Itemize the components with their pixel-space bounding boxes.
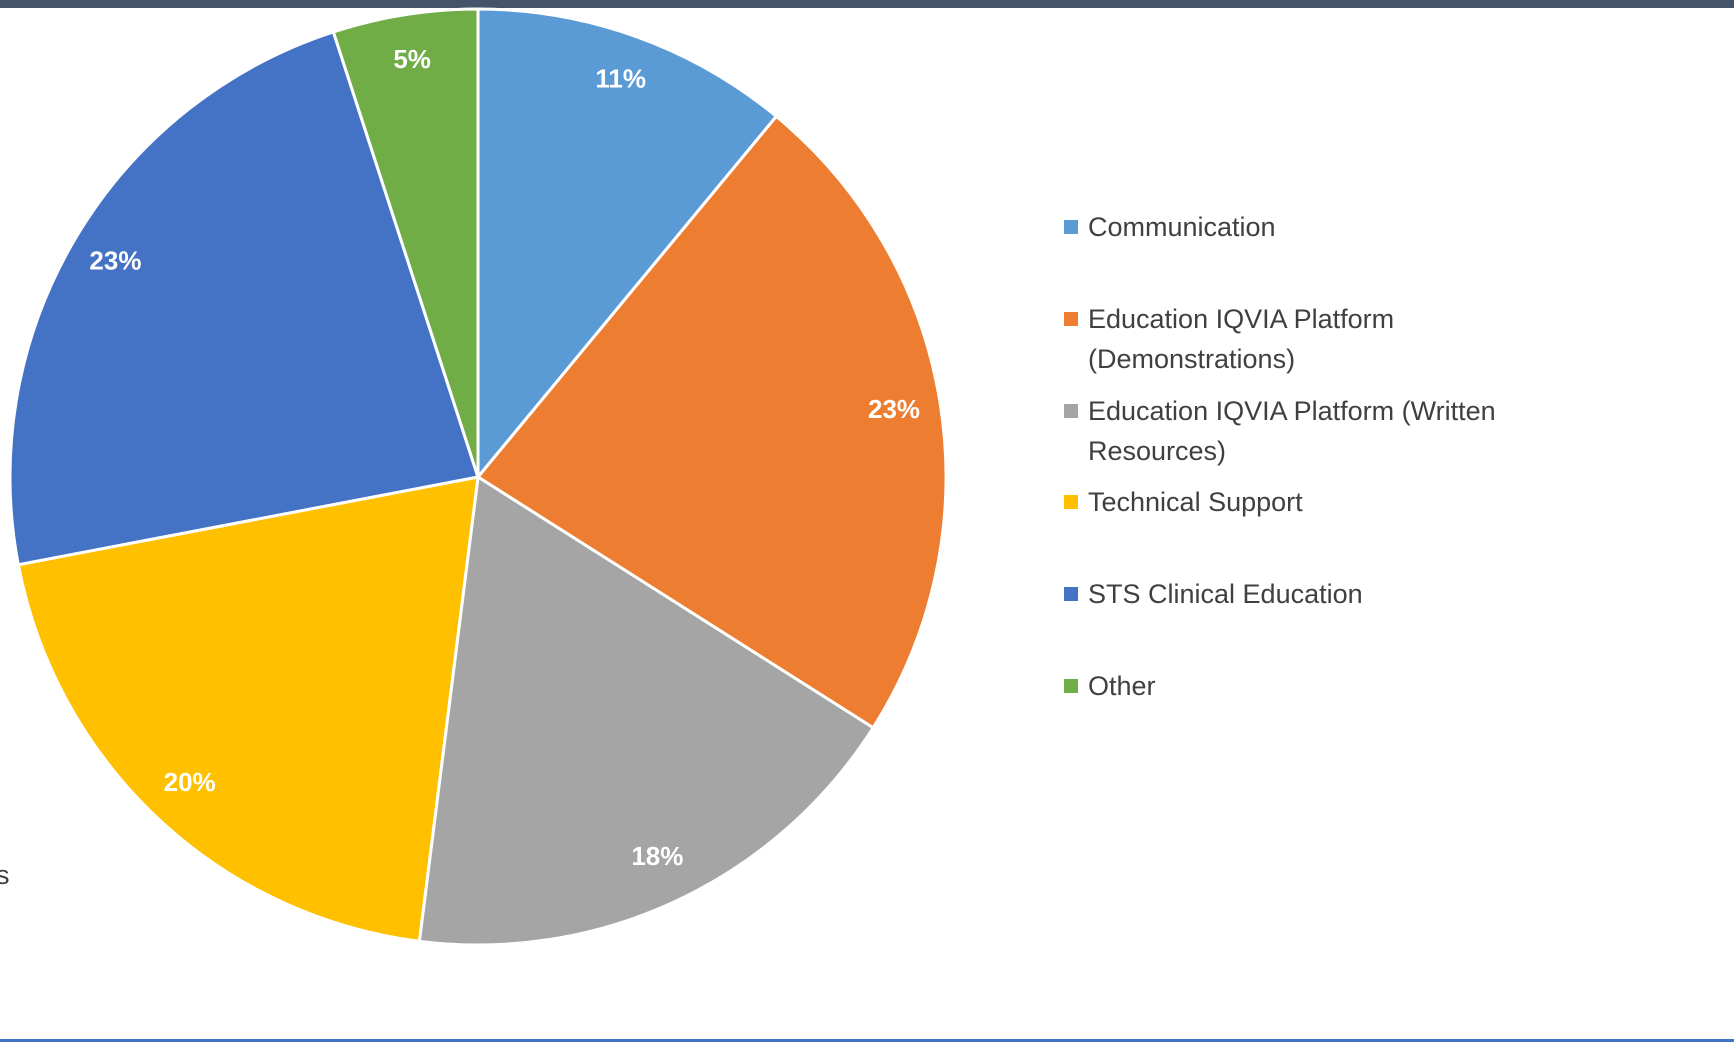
top-band (0, 0, 1734, 8)
data-label: 23% (868, 394, 920, 424)
cropped-text: s (0, 860, 10, 890)
pie-slice (475, 114, 948, 730)
legend-swatch (1064, 495, 1078, 510)
legend-label: Education IQVIA Platform (Written Resour… (1088, 395, 1496, 466)
legend-label: Communication (1088, 212, 1276, 242)
data-label: 23% (89, 245, 141, 275)
legend-swatch (1064, 220, 1078, 234)
bottom-rule (0, 1039, 1734, 1042)
legend-swatch (1064, 403, 1078, 418)
data-label: 5% (393, 44, 431, 74)
legend-label: STS Clinical Education (1088, 579, 1363, 610)
pie-slice (417, 474, 876, 947)
pie-slice (16, 475, 480, 943)
pie-slice (331, 7, 480, 478)
legend-swatch (1064, 679, 1078, 693)
legend-item: Communication (1064, 207, 1564, 247)
legend-item: Technical Support (1064, 482, 1564, 522)
legend-label: Education IQVIA Platform (Demonstrations… (1088, 303, 1395, 374)
legend-item: STS Clinical Education (1064, 574, 1564, 614)
legend-item: Other (1064, 666, 1564, 706)
legend-swatch (1064, 311, 1078, 326)
legend-swatch (1064, 587, 1078, 602)
legend-label: Technical Support (1088, 487, 1303, 518)
data-label: 18% (631, 841, 683, 871)
data-label: 20% (164, 767, 216, 797)
pie-slice (8, 30, 480, 567)
pie-slice (476, 7, 779, 482)
data-label: 11% (595, 64, 646, 94)
legend-item: Education IQVIA Platform (Written Resour… (1064, 391, 1564, 471)
legend-item: Education IQVIA Platform (Demonstrations… (1064, 299, 1564, 379)
legend-label: Other (1088, 671, 1156, 701)
